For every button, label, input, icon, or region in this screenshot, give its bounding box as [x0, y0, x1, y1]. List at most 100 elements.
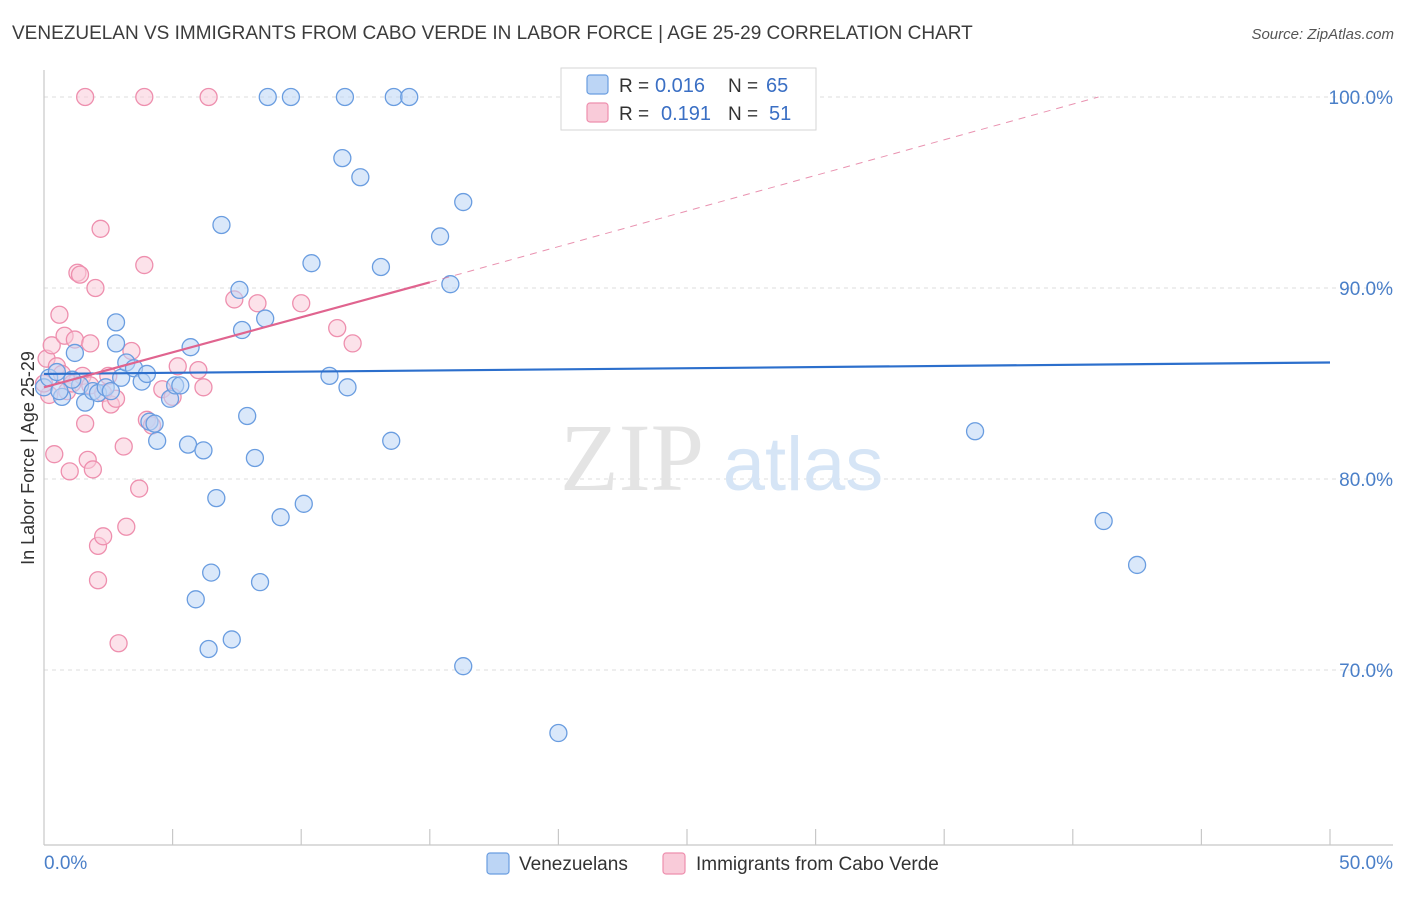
stats-r-value-1: 0.016: [655, 75, 705, 97]
venezuelan-point-38: [258, 87, 277, 107]
cabo-verde-point-31: [117, 517, 136, 536]
venezuelan-point-18: [145, 414, 164, 433]
cabo-verde-point-34: [135, 255, 154, 275]
cabo-verde-point-2: [42, 336, 61, 355]
legend-swatch-venezuelans: [486, 852, 510, 875]
axes-layer: [43, 70, 1393, 846]
stats-swatch-cabo-verde: [586, 102, 609, 123]
chart-source: Source: ZipAtlas.com: [1251, 26, 1394, 43]
cabo-verde-point-29: [109, 634, 128, 653]
venezuelan-point-36: [250, 572, 270, 592]
venezuelan-point-47: [351, 168, 370, 187]
points-layer: [34, 87, 1147, 743]
venezuelan-point-11: [106, 313, 126, 332]
venezuelan-point-46: [338, 378, 357, 397]
stats-r-label-1: R =: [619, 76, 649, 97]
trend-line-cabo-verde: [43, 281, 431, 389]
y-tick-label-100: 100.0%: [1329, 88, 1394, 109]
cabo-verde-point-45: [328, 318, 347, 338]
cabo-verde-point-47: [76, 87, 95, 107]
cabo-verde-point-49: [199, 87, 218, 107]
venezuelan-point-44: [333, 148, 352, 168]
cabo-verde-point-44: [292, 294, 311, 313]
venezuelan-point-52: [430, 227, 450, 246]
stats-n-value-1: 65: [766, 75, 788, 97]
cabo-verde-point-5: [50, 305, 69, 324]
cabo-verde-point-22: [88, 571, 108, 590]
chart-title: VENEZUELAN VS IMMIGRANTS FROM CABO VERDE…: [12, 23, 973, 44]
y-tick-label-70: 70.0%: [1339, 661, 1393, 682]
venezuelan-point-42: [302, 254, 321, 273]
trend-layer: [43, 96, 1331, 389]
venezuelan-point-40: [281, 87, 301, 107]
venezuelan-point-19: [148, 431, 167, 450]
stats-n-value-2: 51: [769, 103, 791, 125]
venezuelan-point-28: [202, 563, 221, 582]
stats-legend: R = 0.016 N = 65 R = 0.191 N = 51: [560, 67, 817, 131]
cabo-verde-point-30: [114, 437, 133, 456]
venezuelan-point-4: [65, 343, 85, 363]
stats-r-label-2: R =: [619, 104, 649, 125]
venezuelan-point-55: [454, 657, 473, 676]
watermark-atlas: atlas: [723, 422, 884, 507]
venezuelan-point-35: [245, 448, 265, 468]
y-tick-label-80: 80.0%: [1339, 470, 1393, 491]
cabo-verde-point-13: [70, 265, 90, 284]
stats-n-label-1: N =: [728, 76, 758, 97]
venezuelan-point-10: [106, 334, 126, 353]
x-tick-label-min: 0.0%: [44, 853, 87, 874]
venezuelan-point-51: [400, 87, 419, 107]
cabo-verde-point-39: [168, 357, 187, 376]
venezuelan-point-61: [1127, 555, 1147, 575]
grid-layer: [44, 96, 1393, 671]
legend-swatch-cabo-verde: [662, 852, 686, 875]
venezuelan-point-56: [549, 723, 568, 743]
cabo-verde-point-18: [81, 334, 100, 353]
venezuelan-point-2: [47, 362, 67, 382]
venezuelan-point-26: [194, 441, 213, 460]
venezuelan-point-64: [101, 381, 121, 401]
cabo-verde-point-3: [45, 445, 64, 464]
venezuelan-point-39: [271, 508, 290, 527]
stats-n-label-2: N =: [728, 104, 758, 125]
venezuelan-point-53: [441, 275, 460, 294]
stats-r-value-2: 0.191: [661, 103, 711, 125]
cabo-verde-point-9: [60, 462, 79, 481]
venezuelan-point-32: [230, 280, 249, 300]
bottom-legend: Venezuelans Immigrants from Cabo Verde: [486, 852, 939, 875]
y-tick-label-90: 90.0%: [1339, 279, 1393, 300]
venezuelan-point-41: [294, 494, 313, 513]
venezuelan-point-60: [1094, 511, 1113, 531]
cabo-verde-point-40: [189, 360, 208, 380]
watermark: ZIP atlas: [560, 404, 883, 511]
venezuelan-point-25: [186, 590, 205, 609]
venezuelan-point-48: [371, 257, 391, 277]
cabo-verde-point-33: [130, 479, 149, 498]
watermark-zip: ZIP: [560, 404, 704, 511]
venezuelan-point-59: [965, 422, 985, 441]
cabo-verde-point-25: [94, 527, 113, 546]
cabo-verde-point-20: [86, 278, 105, 298]
trend-line-cabo-verde-extension: [429, 96, 1099, 283]
cabo-verde-point-46: [343, 334, 362, 353]
x-tick-label-max: 50.0%: [1339, 853, 1393, 874]
cabo-verde-point-19: [83, 460, 103, 479]
legend-label-cabo-verde: Immigrants from Cabo Verde: [696, 854, 939, 875]
venezuelan-point-50: [384, 87, 403, 107]
venezuelan-point-43: [320, 366, 339, 386]
venezuelan-point-30: [212, 215, 231, 235]
legend-label-venezuelans: Venezuelans: [519, 854, 628, 875]
venezuelan-point-23: [178, 435, 198, 454]
y-tick-labels: 70.0% 80.0% 90.0% 100.0%: [1329, 88, 1394, 682]
venezuelan-point-27: [199, 639, 218, 659]
venezuelan-point-34: [238, 406, 257, 426]
y-axis-label: In Labor Force | Age 25-29: [18, 351, 38, 565]
venezuelan-point-29: [207, 488, 226, 508]
cabo-verde-point-41: [194, 378, 213, 397]
venezuelan-point-54: [454, 192, 473, 212]
cabo-verde-point-23: [91, 219, 110, 238]
cabo-verde-point-48: [135, 87, 154, 107]
venezuelan-point-22: [171, 376, 190, 395]
